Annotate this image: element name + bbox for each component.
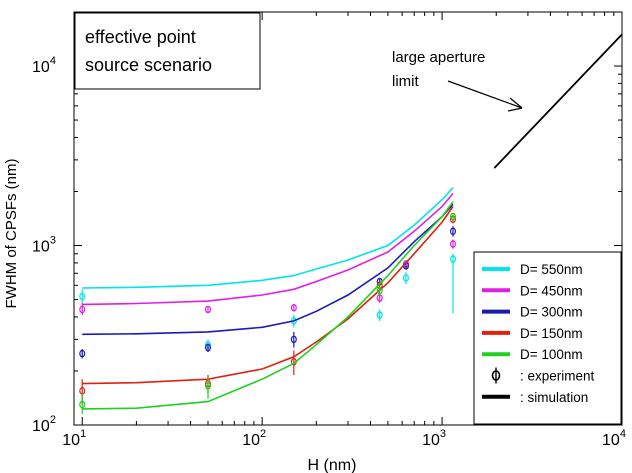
simulation-line-4 <box>82 201 454 410</box>
y-tick-label: 102 <box>32 414 56 435</box>
y-axis-label: FWHM of CPSFs (nm) <box>3 159 20 309</box>
legend-label: D= 300nm <box>520 305 583 320</box>
x-tick-label: 104 <box>602 428 626 449</box>
experiment-point <box>449 255 456 263</box>
experiment-point <box>204 382 211 390</box>
legend-label: D= 550nm <box>520 262 583 277</box>
experiment-point <box>449 227 456 236</box>
annotations: effective point source scenario large aper… <box>74 12 523 112</box>
experiment-point <box>79 292 86 301</box>
annotation-arrow-shaft <box>447 80 523 109</box>
experiment-point <box>402 274 409 282</box>
x-tick-label: 103 <box>422 428 446 449</box>
simulation-line-0 <box>82 187 454 289</box>
experiment-point <box>376 286 383 295</box>
x-tick-label: 102 <box>242 428 266 449</box>
legend-label: D= 150nm <box>520 326 583 341</box>
simulation-line-2 <box>82 203 454 336</box>
legend: D= 550nm D= 450nm D= 300nm D= 150nm D= 100nm… <box>473 251 622 425</box>
series-layer <box>79 33 623 415</box>
y-tick-label: 103 <box>32 235 56 256</box>
arrow-annotation-line: large aperture <box>392 49 485 66</box>
legend-simulation-label: : simulation <box>520 390 588 405</box>
experiment-point <box>204 305 211 314</box>
legend-experiment-label: : experiment <box>520 369 595 384</box>
simulation-line-3 <box>82 206 454 385</box>
legend-label: D= 100nm <box>520 347 583 362</box>
experiment-point <box>290 303 297 312</box>
experiment-point <box>79 305 86 314</box>
experiment-point <box>449 212 456 221</box>
annotation-box-line: source scenario <box>85 55 212 75</box>
experiment-point <box>376 311 383 319</box>
legend-label: D= 450nm <box>520 283 583 298</box>
annotation-box <box>74 12 261 90</box>
arrow-annotation-line: limit <box>392 73 419 90</box>
y-tick-label: 104 <box>32 55 56 76</box>
experiment-point <box>79 349 86 358</box>
large-aperture-limit-line <box>493 33 623 169</box>
simulation-line-1 <box>82 192 454 306</box>
x-tick-label: 101 <box>62 428 86 449</box>
experiment-point <box>204 343 211 352</box>
experiment-point <box>449 240 456 248</box>
experiment-point <box>290 335 297 344</box>
annotation-arrow-head <box>507 97 523 112</box>
legend-experiment-marker <box>491 370 501 381</box>
annotation-box-line: effective point <box>85 27 196 47</box>
x-axis-label: H (nm) <box>308 457 357 473</box>
experiment-point <box>79 400 86 409</box>
